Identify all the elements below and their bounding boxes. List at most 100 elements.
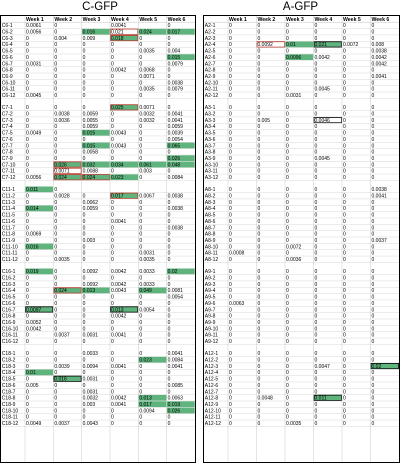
- table-cell: 0: [315, 162, 318, 168]
- table-cell: 0.0085: [168, 383, 184, 389]
- table-cell: 0: [343, 156, 346, 162]
- table-cell: 0: [229, 124, 232, 130]
- table-cell: 0: [229, 200, 232, 206]
- highlight-cell: [166, 401, 195, 408]
- table-cell: 0.0039: [54, 364, 70, 370]
- table-cell: 0.0035: [54, 257, 70, 263]
- table-cell: 0: [343, 175, 346, 181]
- table-cell: 0: [258, 55, 261, 61]
- table-cell: 0: [258, 137, 261, 143]
- table-cell: 0: [286, 326, 289, 332]
- table-cell: 0: [26, 301, 29, 307]
- table-cell: 0: [83, 370, 86, 376]
- c-column-dividers: [24, 16, 167, 462]
- table-cell: 0: [54, 351, 57, 357]
- table-cell: 0: [343, 251, 346, 257]
- a-gfp-heading: A-GFP: [282, 1, 319, 13]
- table-cell: 0: [286, 36, 289, 42]
- table-cell: 0: [258, 421, 261, 427]
- row-label: A12-12: [205, 421, 221, 427]
- table-cell: 0: [54, 49, 57, 55]
- row-label: C16-6: [2, 301, 16, 307]
- table-cell: 0: [139, 42, 142, 48]
- table-cell: 0.0036: [54, 118, 70, 124]
- table-cell: 0: [229, 225, 232, 231]
- table-cell: 0: [258, 282, 261, 288]
- table-cell: 0: [54, 326, 57, 332]
- black-outline-cell: [370, 362, 399, 370]
- table-cell: 0: [315, 93, 318, 99]
- table-cell: 0.0037: [54, 421, 70, 427]
- table-cell: 0: [111, 42, 114, 48]
- table-cell: 0: [343, 295, 346, 301]
- row-label: A8-5: [205, 213, 216, 219]
- table-cell: 0: [286, 87, 289, 93]
- table-row: C6-2 0.0056 0 0.016 0.021 0.024 0.017: [1, 28, 195, 36]
- table-cell: 0.0088: [83, 169, 99, 175]
- highlight-cell: [138, 28, 167, 35]
- table-cell: 0: [286, 232, 289, 238]
- table-cell: 0: [315, 30, 318, 36]
- table-cell: 0: [229, 295, 232, 301]
- table-cell: 0: [286, 238, 289, 244]
- table-cell: 0: [286, 112, 289, 118]
- table-cell: 0: [229, 162, 232, 168]
- table-cell: 0: [83, 301, 86, 307]
- table-cell: 0: [315, 326, 318, 332]
- table-cell: 0: [258, 415, 261, 421]
- table-cell: 0.0045: [26, 93, 42, 99]
- table-cell: 0: [168, 68, 171, 74]
- table-cell: 0: [343, 370, 346, 376]
- table-row: C6-7 0.0031 0 0 0 0 0.0079: [1, 61, 195, 67]
- highlight-cell: [81, 287, 110, 294]
- table-cell: 0.065: [168, 143, 181, 149]
- table-cell: 0: [315, 333, 318, 339]
- table-cell: 0: [111, 383, 114, 389]
- table-row: A2-3 0 0 0 0 0 0: [204, 36, 399, 42]
- row-label: C7-1: [2, 105, 13, 111]
- table-cell: 0.026: [168, 156, 181, 162]
- table-cell: 0.0041: [111, 402, 127, 408]
- table-cell: 0.0067: [139, 194, 155, 200]
- table-cell: 0: [168, 301, 171, 307]
- table-cell: 0: [372, 244, 375, 250]
- table-cell: 0: [372, 402, 375, 408]
- table-cell: 0: [258, 219, 261, 225]
- table-cell: 0.0092: [83, 269, 99, 275]
- table-cell: 0: [258, 49, 261, 55]
- table-cell: 0: [258, 301, 261, 307]
- table-cell: 0: [343, 169, 346, 175]
- row-label: A2-11: [205, 87, 218, 93]
- black-outline-cell: [53, 375, 82, 382]
- table-cell: 0.032: [83, 162, 96, 168]
- table-cell: 0: [54, 320, 57, 326]
- c-header-week-1: Week 1: [26, 17, 44, 23]
- table-cell: 0.0042: [372, 55, 388, 61]
- row-label: A3-2: [205, 112, 216, 118]
- highlight-cell: [166, 28, 195, 35]
- row-label: C6-6: [2, 55, 13, 61]
- table-cell: 0: [83, 276, 86, 282]
- table-row: A8-9 0 0 0 0 0 0.0037: [204, 238, 399, 244]
- table-row: A12-1 0 0 0 0 0 0: [204, 351, 399, 357]
- table-row: A9-12 0 0 0 0 0 0: [204, 339, 399, 345]
- table-cell: 0: [139, 175, 142, 181]
- table-cell: 0: [83, 137, 86, 143]
- c-header-week-6: Week 6: [168, 17, 186, 23]
- highlight-cell: [313, 41, 342, 48]
- highlight-cell: [138, 161, 167, 168]
- row-label: C11-6: [2, 219, 15, 225]
- table-cell: 0.0042: [111, 269, 127, 275]
- red-outline-cell: [53, 287, 82, 294]
- table-cell: 0: [229, 370, 232, 376]
- table-row: A3-8 0 0 0 0 0 0: [204, 150, 399, 156]
- table-cell: 0.024: [54, 175, 67, 181]
- table-row: A2-11 0 0 0 0.0045 0 0: [204, 87, 399, 93]
- highlight-cell: [25, 186, 54, 193]
- table-cell: 0: [343, 23, 346, 29]
- table-cell: 0: [286, 169, 289, 175]
- table-cell: 0.004: [168, 49, 181, 55]
- table-cell: 0: [343, 282, 346, 288]
- red-outline-cell: [110, 28, 139, 35]
- table-cell: 0: [229, 213, 232, 219]
